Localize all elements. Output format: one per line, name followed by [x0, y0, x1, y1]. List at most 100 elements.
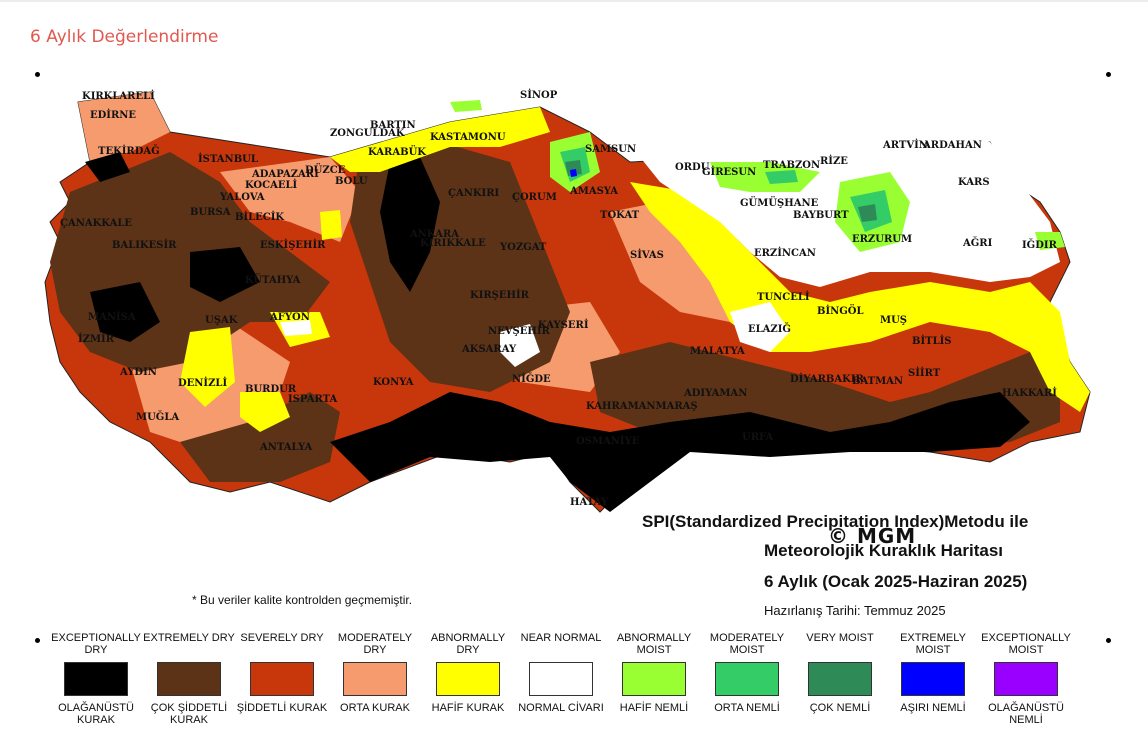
city-label: İSTANBUL: [198, 154, 258, 165]
legend-label-en: EXTREMELY MOIST: [900, 632, 966, 656]
extremely-moist-zone: [570, 169, 577, 177]
legend-item: EXCEPTIONALLY DRY OLAĞANÜSTÜ KURAK: [48, 632, 144, 726]
city-label: DİYARBAKIR: [790, 374, 864, 385]
legend-item: SEVERELY DRY ŞİDDETLİ KURAK: [234, 632, 330, 714]
city-label: KOCAELİ: [245, 180, 298, 191]
city-label: ÇANKIRI: [448, 188, 500, 199]
city-label: RİZE: [820, 156, 848, 167]
city-label: BARTIN: [370, 120, 416, 131]
city-label: HAKKARİ: [1002, 388, 1057, 399]
city-label: YALOVA: [220, 192, 265, 203]
city-label: KONYA: [373, 377, 414, 388]
drought-legend: EXCEPTIONALLY DRY OLAĞANÜSTÜ KURAK EXTRE…: [48, 632, 1108, 732]
legend-label-en: EXCEPTIONALLY MOIST: [981, 632, 1071, 656]
city-label: ELAZIĞ: [748, 324, 791, 335]
legend-item: NEAR NORMAL NORMAL CİVARI: [513, 632, 609, 714]
legend-label-tr: ORTA KURAK: [340, 702, 410, 714]
legend-label-tr: OLAĞANÜSTÜ NEMLİ: [988, 702, 1064, 726]
near-normal-zone: [280, 320, 312, 336]
city-label: MUĞLA: [136, 412, 180, 423]
legend-label-tr: ÇOK NEMLİ: [809, 702, 871, 714]
city-label: ARDAHAN: [923, 140, 982, 151]
moderately-moist-zone: [765, 170, 798, 184]
city-label: ÇANAKKALE: [60, 218, 133, 229]
legend-label-tr: ÇOK ŞİDDETLİ KURAK: [150, 702, 228, 726]
abnormally-moist-zone: [450, 100, 482, 112]
legend-swatch: [808, 662, 872, 696]
abnormally-dry-zone: [180, 327, 235, 407]
legend-label-en: MODERATELY MOIST: [709, 632, 785, 656]
city-label: AYDIN: [120, 367, 157, 378]
city-label: BURDUR: [245, 384, 297, 395]
city-label: TOKAT: [600, 210, 640, 221]
exceptionally-dry-zone: [85, 152, 130, 182]
city-label: TUNCELİ: [757, 292, 810, 303]
city-label: MUŞ: [880, 315, 908, 326]
legend-label-tr: HAFİF KURAK: [431, 702, 505, 714]
city-label: KARABÜK: [368, 147, 426, 158]
legend-item: MODERATELY DRY ORTA KURAK: [327, 632, 423, 714]
city-label: URFA: [742, 432, 774, 443]
city-label: ÇORUM: [512, 192, 557, 203]
legend-swatch: [436, 662, 500, 696]
legend-swatch: [250, 662, 314, 696]
legend-item: ABNORMALLY MOIST HAFİF NEMLİ: [606, 632, 702, 714]
exceptionally-dry-zone: [330, 392, 1030, 512]
city-label: ERZURUM: [852, 234, 913, 245]
abnormally-dry-zone: [330, 107, 550, 172]
legend-label-en: NEAR NORMAL: [520, 632, 602, 644]
city-label: EDİRNE: [90, 110, 137, 121]
city-label: KIRIKKALE: [420, 238, 486, 249]
extremely-dry-zone: [180, 392, 340, 482]
city-label: AFYON: [270, 312, 310, 323]
near-normal-zone: [730, 302, 790, 352]
city-label: YOZGAT: [500, 242, 547, 253]
map-info-line-1: SPI(Standardized Precipitation Index)Met…: [642, 512, 1029, 531]
moderately-dry-zone: [78, 92, 170, 162]
city-label: KAHRAMANMARAŞ: [586, 401, 698, 412]
city-label: SİNOP: [520, 90, 558, 101]
city-label: GİRESUN: [702, 167, 757, 178]
city-label: MANİSA: [88, 312, 136, 323]
city-label: AĞRI: [963, 238, 993, 249]
legend-label-en: MODERATELY DRY: [337, 632, 413, 656]
data-quality-note: * Bu veriler kalite kontrolden geçmemişt…: [192, 593, 413, 607]
map-info-line-2: Meteorolojik Kuraklık Haritası: [764, 541, 1004, 560]
legend-label-en: SEVERELY DRY: [240, 632, 324, 644]
city-label: ZONGULDAK: [330, 128, 405, 139]
city-label: ESKİŞEHİR: [260, 240, 326, 251]
city-label: KASTAMONU: [430, 132, 506, 143]
corner-marker: [35, 72, 40, 77]
city-label: BİNGÖL: [817, 306, 864, 317]
city-label: İZMİR: [78, 334, 115, 345]
very-moist-zone: [565, 160, 582, 176]
legend-swatch: [343, 662, 407, 696]
corner-marker: [1106, 638, 1111, 643]
legend-item: ABNORMALLY DRY HAFİF KURAK: [420, 632, 516, 714]
exceptionally-dry-zone: [380, 157, 440, 292]
legend-label-tr: HAFİF NEMLİ: [619, 702, 689, 714]
corner-marker: [1106, 72, 1111, 77]
city-label: BİTLİS: [912, 336, 952, 347]
city-label: GÜMÜŞHANE: [740, 198, 819, 209]
legend-swatch: [529, 662, 593, 696]
city-label: BİLECİK: [235, 212, 285, 223]
abnormally-dry-zone: [240, 392, 290, 432]
city-label: IĞDIR: [1022, 240, 1057, 251]
city-label: KAYSERİ: [538, 320, 589, 331]
city-label: ANTALYA: [260, 442, 313, 453]
city-label: MALATYA: [690, 346, 745, 357]
legend-label-tr: AŞIRI NEMLİ: [900, 702, 966, 714]
legend-label-en: VERY MOIST: [806, 632, 874, 644]
mgm-watermark: © MGM: [828, 524, 917, 548]
prepared-date: Hazırlanış Tarihi: Temmuz 2025: [764, 603, 946, 618]
city-label: NİĞDE: [512, 374, 551, 385]
legend-item: EXCEPTIONALLY MOIST OLAĞANÜSTÜ NEMLİ: [978, 632, 1074, 726]
turkey-drought-map-svg: [44, 91, 1091, 513]
city-label: KÜTAHYA: [245, 275, 301, 286]
city-label: KIRKLARELİ: [82, 91, 155, 102]
legend-item: EXTREMELY DRY ÇOK ŞİDDETLİ KURAK: [141, 632, 237, 726]
city-label: DENİZLİ: [178, 378, 228, 389]
legend-swatch: [64, 662, 128, 696]
corner-marker: [35, 638, 40, 643]
